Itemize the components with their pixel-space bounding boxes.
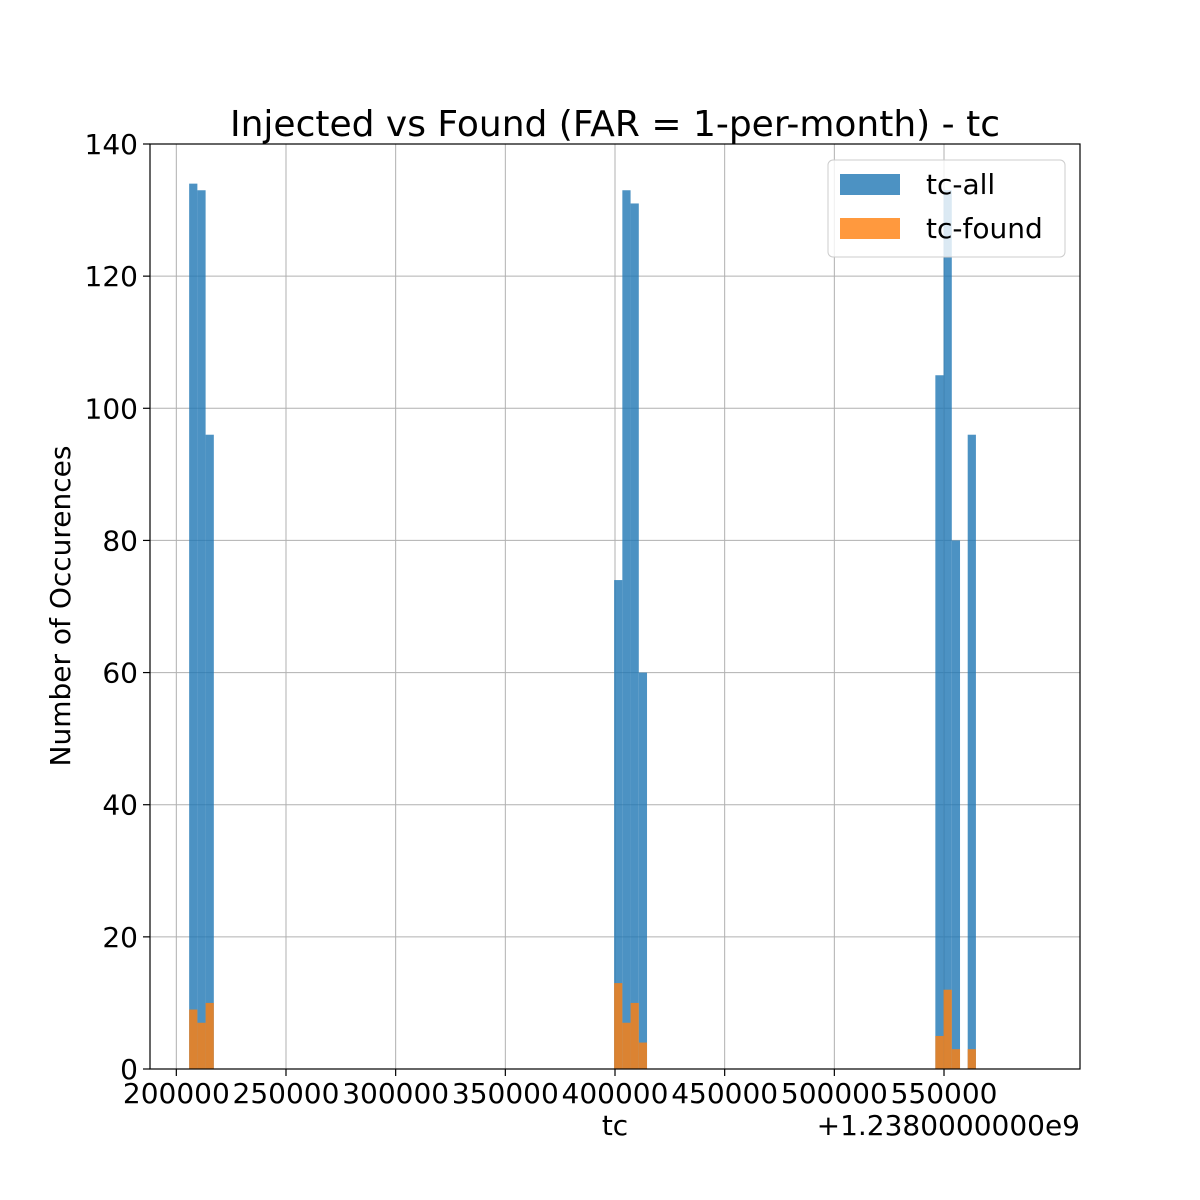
x-tick-label: 550000 bbox=[891, 1077, 998, 1110]
bar-tc-found bbox=[189, 1009, 198, 1069]
bar-tc-all bbox=[638, 672, 648, 1069]
y-tick-label: 120 bbox=[85, 260, 138, 293]
bar-tc-found bbox=[630, 1002, 639, 1069]
x-tick-label: 200000 bbox=[123, 1077, 230, 1110]
legend-swatch-tc-all bbox=[840, 174, 900, 195]
x-axis-offset-label: +1.2380000000e9 bbox=[817, 1109, 1080, 1142]
bar-tc-all bbox=[205, 434, 214, 1069]
bar-tc-all bbox=[630, 203, 639, 1069]
y-tick-label: 100 bbox=[85, 392, 138, 425]
legend: tc-all tc-found bbox=[827, 159, 1066, 258]
bar-tc-found bbox=[197, 1022, 206, 1069]
legend-label-tc-found: tc-found bbox=[926, 212, 1043, 245]
axis-ticks: 200000 250000 300000 350000 400000 450000 5000… bbox=[85, 128, 998, 1110]
bar-tc-found bbox=[951, 1049, 961, 1069]
chart-title: Injected vs Found (FAR = 1-per-month) - … bbox=[230, 104, 1000, 145]
bar-tc-found bbox=[967, 1049, 976, 1069]
y-tick-label: 140 bbox=[85, 128, 138, 161]
bar-tc-all bbox=[614, 580, 623, 1069]
legend-swatch-tc-found bbox=[840, 218, 900, 239]
bar-tc-all bbox=[951, 540, 961, 1069]
y-tick-label: 20 bbox=[102, 921, 138, 954]
y-tick-label: 60 bbox=[102, 657, 138, 690]
x-tick-label: 400000 bbox=[562, 1077, 669, 1110]
x-axis-label: tc bbox=[602, 1109, 628, 1142]
y-axis-label: Number of Occurences bbox=[44, 446, 77, 767]
bar-tc-all bbox=[622, 190, 631, 1069]
bars bbox=[189, 183, 976, 1070]
x-tick-label: 250000 bbox=[233, 1077, 340, 1110]
x-tick-label: 300000 bbox=[342, 1077, 449, 1110]
bar-tc-all bbox=[189, 183, 198, 1070]
legend-label-tc-all: tc-all bbox=[926, 168, 995, 201]
bar-tc-found bbox=[205, 1002, 214, 1069]
x-tick-label: 450000 bbox=[671, 1077, 778, 1110]
bar-tc-all bbox=[197, 190, 206, 1069]
x-tick-label: 500000 bbox=[781, 1077, 888, 1110]
y-tick-label: 40 bbox=[102, 789, 138, 822]
bar-tc-all bbox=[967, 434, 976, 1069]
bar-tc-found bbox=[614, 983, 623, 1069]
bar-tc-all bbox=[943, 190, 952, 1069]
y-tick-label: 0 bbox=[120, 1053, 138, 1086]
bar-tc-found bbox=[622, 1022, 631, 1069]
bar-tc-found bbox=[935, 1035, 944, 1069]
bar-tc-found bbox=[943, 989, 952, 1069]
bar-tc-found bbox=[638, 1042, 648, 1069]
x-tick-label: 350000 bbox=[452, 1077, 559, 1110]
bar-tc-all bbox=[935, 375, 944, 1069]
y-tick-label: 80 bbox=[102, 524, 138, 557]
